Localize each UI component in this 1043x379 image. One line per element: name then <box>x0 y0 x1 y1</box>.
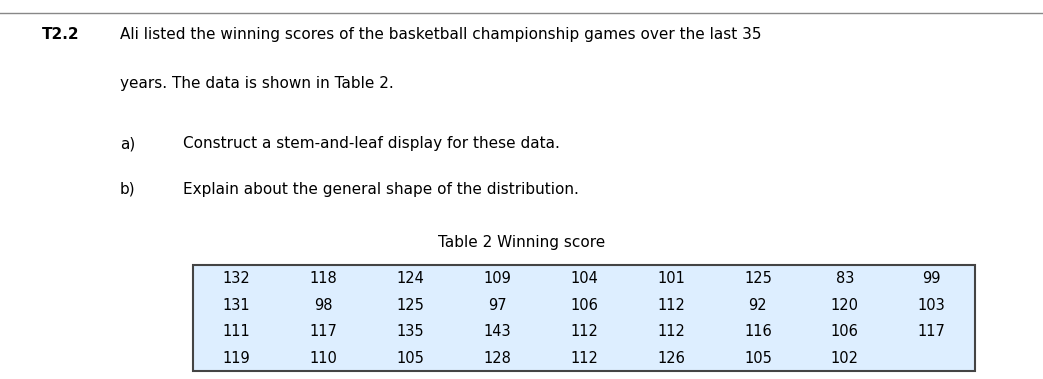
Text: 128: 128 <box>483 351 511 366</box>
Text: 103: 103 <box>918 298 946 313</box>
Text: 120: 120 <box>831 298 858 313</box>
Text: 109: 109 <box>483 271 511 286</box>
Text: Table 2 Winning score: Table 2 Winning score <box>438 235 605 250</box>
Text: 117: 117 <box>918 324 946 339</box>
Text: 105: 105 <box>396 351 425 366</box>
Text: Construct a stem-and-leaf display for these data.: Construct a stem-and-leaf display for th… <box>183 136 559 152</box>
Text: Ali listed the winning scores of the basketball championship games over the last: Ali listed the winning scores of the bas… <box>120 27 761 42</box>
Text: 98: 98 <box>314 298 333 313</box>
Text: 102: 102 <box>831 351 858 366</box>
Text: b): b) <box>120 182 136 197</box>
Text: 110: 110 <box>310 351 337 366</box>
Text: 124: 124 <box>396 271 425 286</box>
Text: 106: 106 <box>571 298 598 313</box>
Text: 125: 125 <box>744 271 772 286</box>
Text: 97: 97 <box>488 298 507 313</box>
Text: 143: 143 <box>483 324 511 339</box>
Text: 126: 126 <box>657 351 685 366</box>
Text: 104: 104 <box>571 271 598 286</box>
Text: a): a) <box>120 136 136 152</box>
Text: 112: 112 <box>571 324 598 339</box>
Text: 117: 117 <box>310 324 337 339</box>
Text: 83: 83 <box>835 271 854 286</box>
Text: 118: 118 <box>310 271 337 286</box>
Text: Explain about the general shape of the distribution.: Explain about the general shape of the d… <box>183 182 579 197</box>
Text: 125: 125 <box>396 298 425 313</box>
Text: 112: 112 <box>657 298 685 313</box>
Text: 112: 112 <box>571 351 598 366</box>
Text: 99: 99 <box>922 271 941 286</box>
Text: 112: 112 <box>657 324 685 339</box>
Text: years. The data is shown in Table 2.: years. The data is shown in Table 2. <box>120 76 393 91</box>
Text: 106: 106 <box>831 324 858 339</box>
Text: 132: 132 <box>222 271 250 286</box>
Text: T2.2: T2.2 <box>42 27 79 42</box>
Text: 135: 135 <box>396 324 425 339</box>
Text: 92: 92 <box>749 298 768 313</box>
Text: 116: 116 <box>744 324 772 339</box>
Text: 131: 131 <box>222 298 250 313</box>
Text: 101: 101 <box>657 271 685 286</box>
Text: 119: 119 <box>222 351 250 366</box>
Text: 111: 111 <box>222 324 250 339</box>
Text: 105: 105 <box>744 351 772 366</box>
